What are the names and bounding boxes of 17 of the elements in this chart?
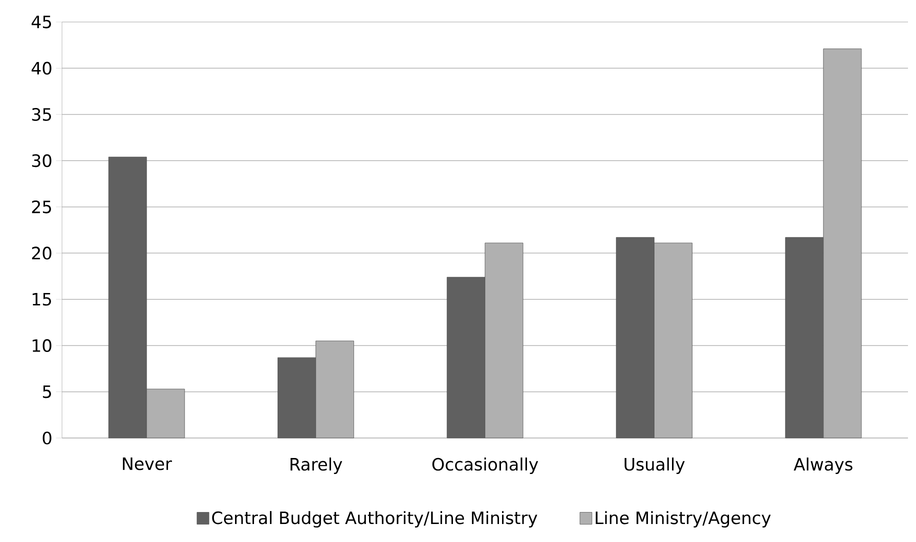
y-tick-label: 25 bbox=[32, 200, 51, 214]
y-tick-label: 45 bbox=[32, 16, 51, 28]
x-tick-label: Always bbox=[794, 458, 852, 474]
y-tick-label: 20 bbox=[32, 246, 52, 260]
x-tick-label: Occasionally bbox=[432, 458, 538, 474]
legend-label: Central Budget Authority/Line Ministry bbox=[212, 511, 538, 528]
y-tick-label: 35 bbox=[32, 108, 51, 121]
y-tick-label: 40 bbox=[32, 62, 52, 75]
x-tick-label: Rarely bbox=[290, 458, 342, 474]
y-tick-label: 0 bbox=[42, 432, 52, 444]
y-tick-label: 5 bbox=[42, 385, 51, 398]
y-tick-label: 30 bbox=[32, 154, 52, 168]
legend-label: Line Ministry/Agency bbox=[596, 511, 771, 528]
x-tick-label: Never bbox=[122, 458, 172, 470]
x-tick-label: Usually bbox=[624, 458, 685, 474]
y-tick-label: 15 bbox=[32, 293, 51, 306]
y-tick-label: 10 bbox=[32, 339, 52, 352]
